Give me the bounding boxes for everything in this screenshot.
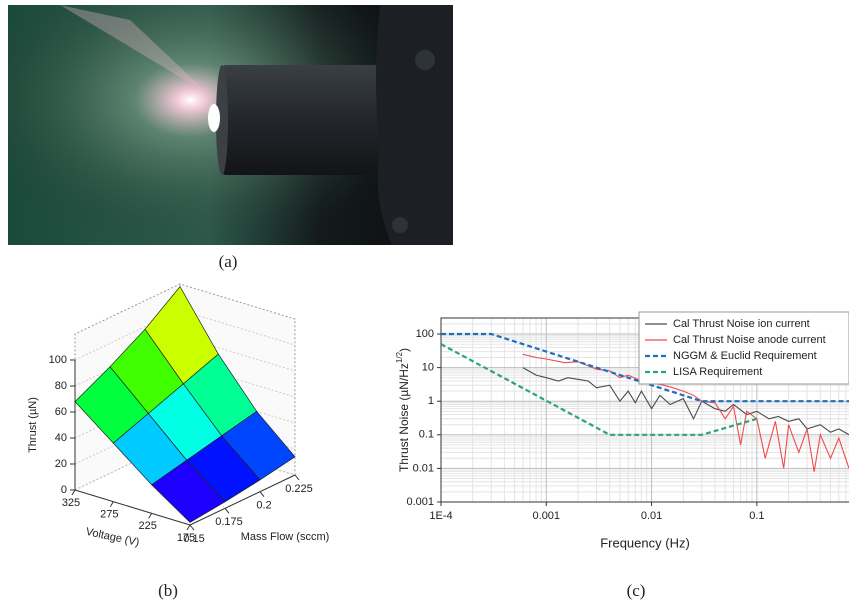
legend-label: LISA Requirement xyxy=(673,366,762,378)
y-tick-label: 0.001 xyxy=(406,496,434,508)
x-axis-title: Voltage (V) xyxy=(85,526,141,549)
y-tick-label: 0.2 xyxy=(256,500,271,512)
y-axis xyxy=(189,474,296,526)
z-tick-label: 0 xyxy=(61,484,67,496)
y-tick xyxy=(189,524,195,531)
x-tick-label: 0.001 xyxy=(533,510,561,522)
x-tick xyxy=(71,489,76,496)
y-tick-label: 0.175 xyxy=(215,516,243,528)
x-tick xyxy=(148,513,153,519)
y-tick-label: 0.1 xyxy=(419,429,434,441)
legend-label: Cal Thrust Noise anode current xyxy=(673,334,826,346)
legend-box xyxy=(638,311,849,385)
z-tick-label: 40 xyxy=(55,432,67,444)
y-tick-label: 100 xyxy=(416,328,434,340)
x-tick-label: 0.1 xyxy=(749,510,764,522)
x-tick-label: 0.01 xyxy=(641,510,662,522)
y-tick-label: 10 xyxy=(422,362,434,374)
legend-label: Cal Thrust Noise ion current xyxy=(673,318,810,330)
y-tick-label: 0.01 xyxy=(413,462,434,474)
y-axis-title-part: 1/2 xyxy=(395,351,404,363)
y-tick-label: 1 xyxy=(428,395,434,407)
legend-label: NGGM & Euclid Requirement xyxy=(673,350,817,362)
z-tick-label: 60 xyxy=(55,406,67,418)
x-tick-label: 275 xyxy=(100,509,118,521)
z-tick-label: 100 xyxy=(49,354,67,366)
z-tick-label: 20 xyxy=(55,458,67,470)
series-line xyxy=(522,353,849,472)
y-axis-title-part: ) xyxy=(397,348,411,352)
x-tick xyxy=(109,501,114,507)
y-axis-title: Mass Flow (sccm) xyxy=(241,531,330,543)
x-tick-label: 225 xyxy=(138,520,156,532)
x-axis-title: Frequency (Hz) xyxy=(600,535,690,550)
x-tick-label: 325 xyxy=(62,497,80,509)
caption-b: (b) xyxy=(158,581,178,600)
surface-cell xyxy=(151,459,226,523)
x-tick-label: 175 xyxy=(177,532,195,544)
photo xyxy=(8,5,453,245)
x-axis xyxy=(74,489,191,526)
y-tick xyxy=(294,474,300,481)
series-line xyxy=(441,332,849,403)
noise-chart: 1E-4 0.001 0.01 0.1 0.001 0.01 0.1 1 10 100 Freque… xyxy=(395,311,849,550)
y-axis-title: Thrust Noise (µN/Hz1/2) xyxy=(395,348,411,472)
series-line xyxy=(441,343,758,436)
y-tick xyxy=(259,491,265,497)
y-tick-label: 0.225 xyxy=(285,483,313,495)
z-axis-title: Thrust (µN) xyxy=(27,397,39,453)
y-tick-label: 0.15 xyxy=(183,533,204,545)
caption-a: (a) xyxy=(219,252,238,271)
series-line xyxy=(522,367,849,436)
z-tick-label: 80 xyxy=(55,380,67,392)
x-tick xyxy=(186,524,191,531)
y-axis-title-part: Thrust Noise (µN/Hz xyxy=(397,363,411,472)
y-tick xyxy=(224,508,230,514)
x-tick-label: 1E-4 xyxy=(429,510,452,522)
caption-c: (c) xyxy=(627,581,646,600)
